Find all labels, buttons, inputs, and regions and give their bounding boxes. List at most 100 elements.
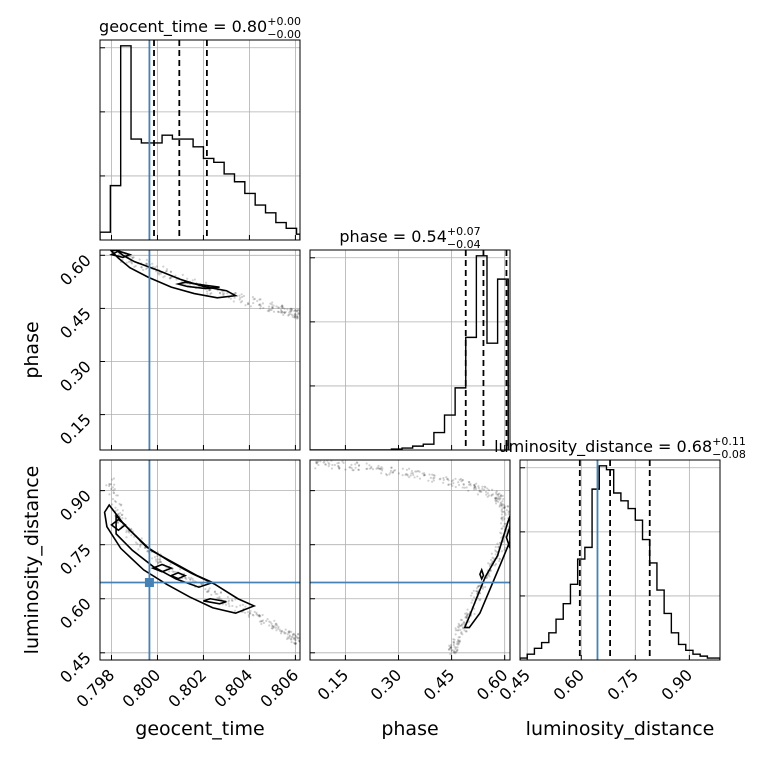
sample-point	[457, 640, 461, 643]
contour-core-2	[479, 567, 485, 581]
sample-point	[496, 542, 499, 545]
sample-point	[451, 484, 454, 487]
sample-point	[465, 615, 468, 618]
sample-point	[454, 650, 457, 654]
sample-point	[287, 631, 291, 634]
sample-point	[172, 570, 176, 573]
sample-point	[283, 311, 286, 314]
sample-point	[466, 615, 469, 618]
sample-point	[210, 593, 213, 596]
sample-point	[258, 615, 261, 618]
sample-point	[494, 497, 497, 500]
sample-point	[281, 311, 284, 314]
sample-point	[352, 469, 355, 472]
sample-point	[465, 486, 468, 489]
sample-point	[432, 477, 435, 480]
sample-point	[280, 310, 283, 313]
sample-point	[151, 557, 154, 560]
sample-point	[169, 270, 172, 273]
sample-point	[253, 610, 256, 613]
sample-point	[259, 307, 262, 310]
sample-point	[262, 306, 265, 310]
contour-core-5	[169, 571, 188, 580]
sample-point	[292, 637, 295, 640]
sample-point	[336, 462, 339, 465]
sample-point	[455, 650, 458, 653]
sample-point	[153, 555, 156, 559]
sample-point	[297, 636, 300, 640]
sample-point	[452, 644, 455, 647]
sample-point	[290, 309, 293, 312]
sample-point	[234, 598, 237, 601]
sample-point	[131, 256, 134, 260]
sample-point	[260, 620, 263, 623]
sample-point	[492, 557, 495, 560]
sample-point	[125, 261, 128, 264]
sample-point	[274, 622, 277, 626]
sample-point	[271, 305, 274, 308]
sample-point	[159, 272, 163, 275]
sample-point	[111, 503, 114, 506]
sample-point	[281, 305, 284, 308]
sample-point	[453, 650, 456, 653]
sample-point	[496, 494, 499, 497]
sample-point	[296, 315, 299, 318]
sample-point	[244, 605, 247, 608]
sample-point	[381, 469, 384, 472]
sample-point	[113, 500, 117, 503]
sample-point	[446, 477, 449, 480]
sample-point	[155, 560, 158, 563]
sample-point	[158, 559, 162, 562]
sample-point	[499, 493, 503, 497]
sample-point	[499, 502, 502, 505]
sample-point	[465, 612, 468, 615]
sample-point	[501, 507, 504, 510]
sample-point	[495, 496, 498, 499]
sample-point	[114, 500, 118, 504]
sample-point	[484, 486, 487, 489]
sample-point	[385, 473, 388, 476]
sample-point	[504, 512, 507, 515]
sample-point	[375, 467, 378, 470]
sample-point	[319, 460, 322, 463]
sample-point	[366, 467, 369, 470]
sample-point	[460, 480, 463, 483]
sample-point	[473, 488, 476, 491]
sample-point	[216, 596, 219, 600]
sample-point	[227, 600, 230, 603]
sample-point	[390, 466, 393, 469]
sample-point	[131, 256, 134, 259]
sample-point	[258, 620, 262, 623]
title-sup: +0.07	[447, 225, 481, 238]
sample-point	[139, 545, 142, 548]
sample-point	[501, 503, 504, 506]
sample-point	[358, 464, 361, 467]
contour-outer-0	[103, 503, 257, 614]
sample-point	[249, 612, 252, 615]
sample-point	[269, 302, 272, 305]
sample-point	[226, 596, 229, 599]
sample-point	[219, 591, 223, 594]
sample-point	[468, 481, 471, 484]
sample-point	[485, 493, 488, 496]
sample-point	[281, 306, 284, 310]
sample-point	[500, 532, 503, 535]
sample-point	[478, 599, 481, 602]
sample-point	[290, 641, 293, 644]
sample-point	[283, 632, 286, 635]
sample-point	[411, 471, 414, 475]
sample-point	[274, 626, 277, 629]
sample-point	[289, 310, 292, 313]
sample-point	[115, 494, 118, 497]
sample-point	[459, 624, 462, 628]
sample-point	[357, 464, 361, 467]
sample-point	[498, 492, 501, 495]
sample-point	[330, 467, 334, 470]
sample-point	[208, 288, 211, 292]
sample-point	[405, 472, 408, 476]
sample-point	[451, 479, 455, 482]
sample-point	[494, 500, 498, 503]
sample-point	[295, 315, 298, 318]
sample-point	[213, 590, 217, 593]
sample-point	[494, 499, 497, 502]
